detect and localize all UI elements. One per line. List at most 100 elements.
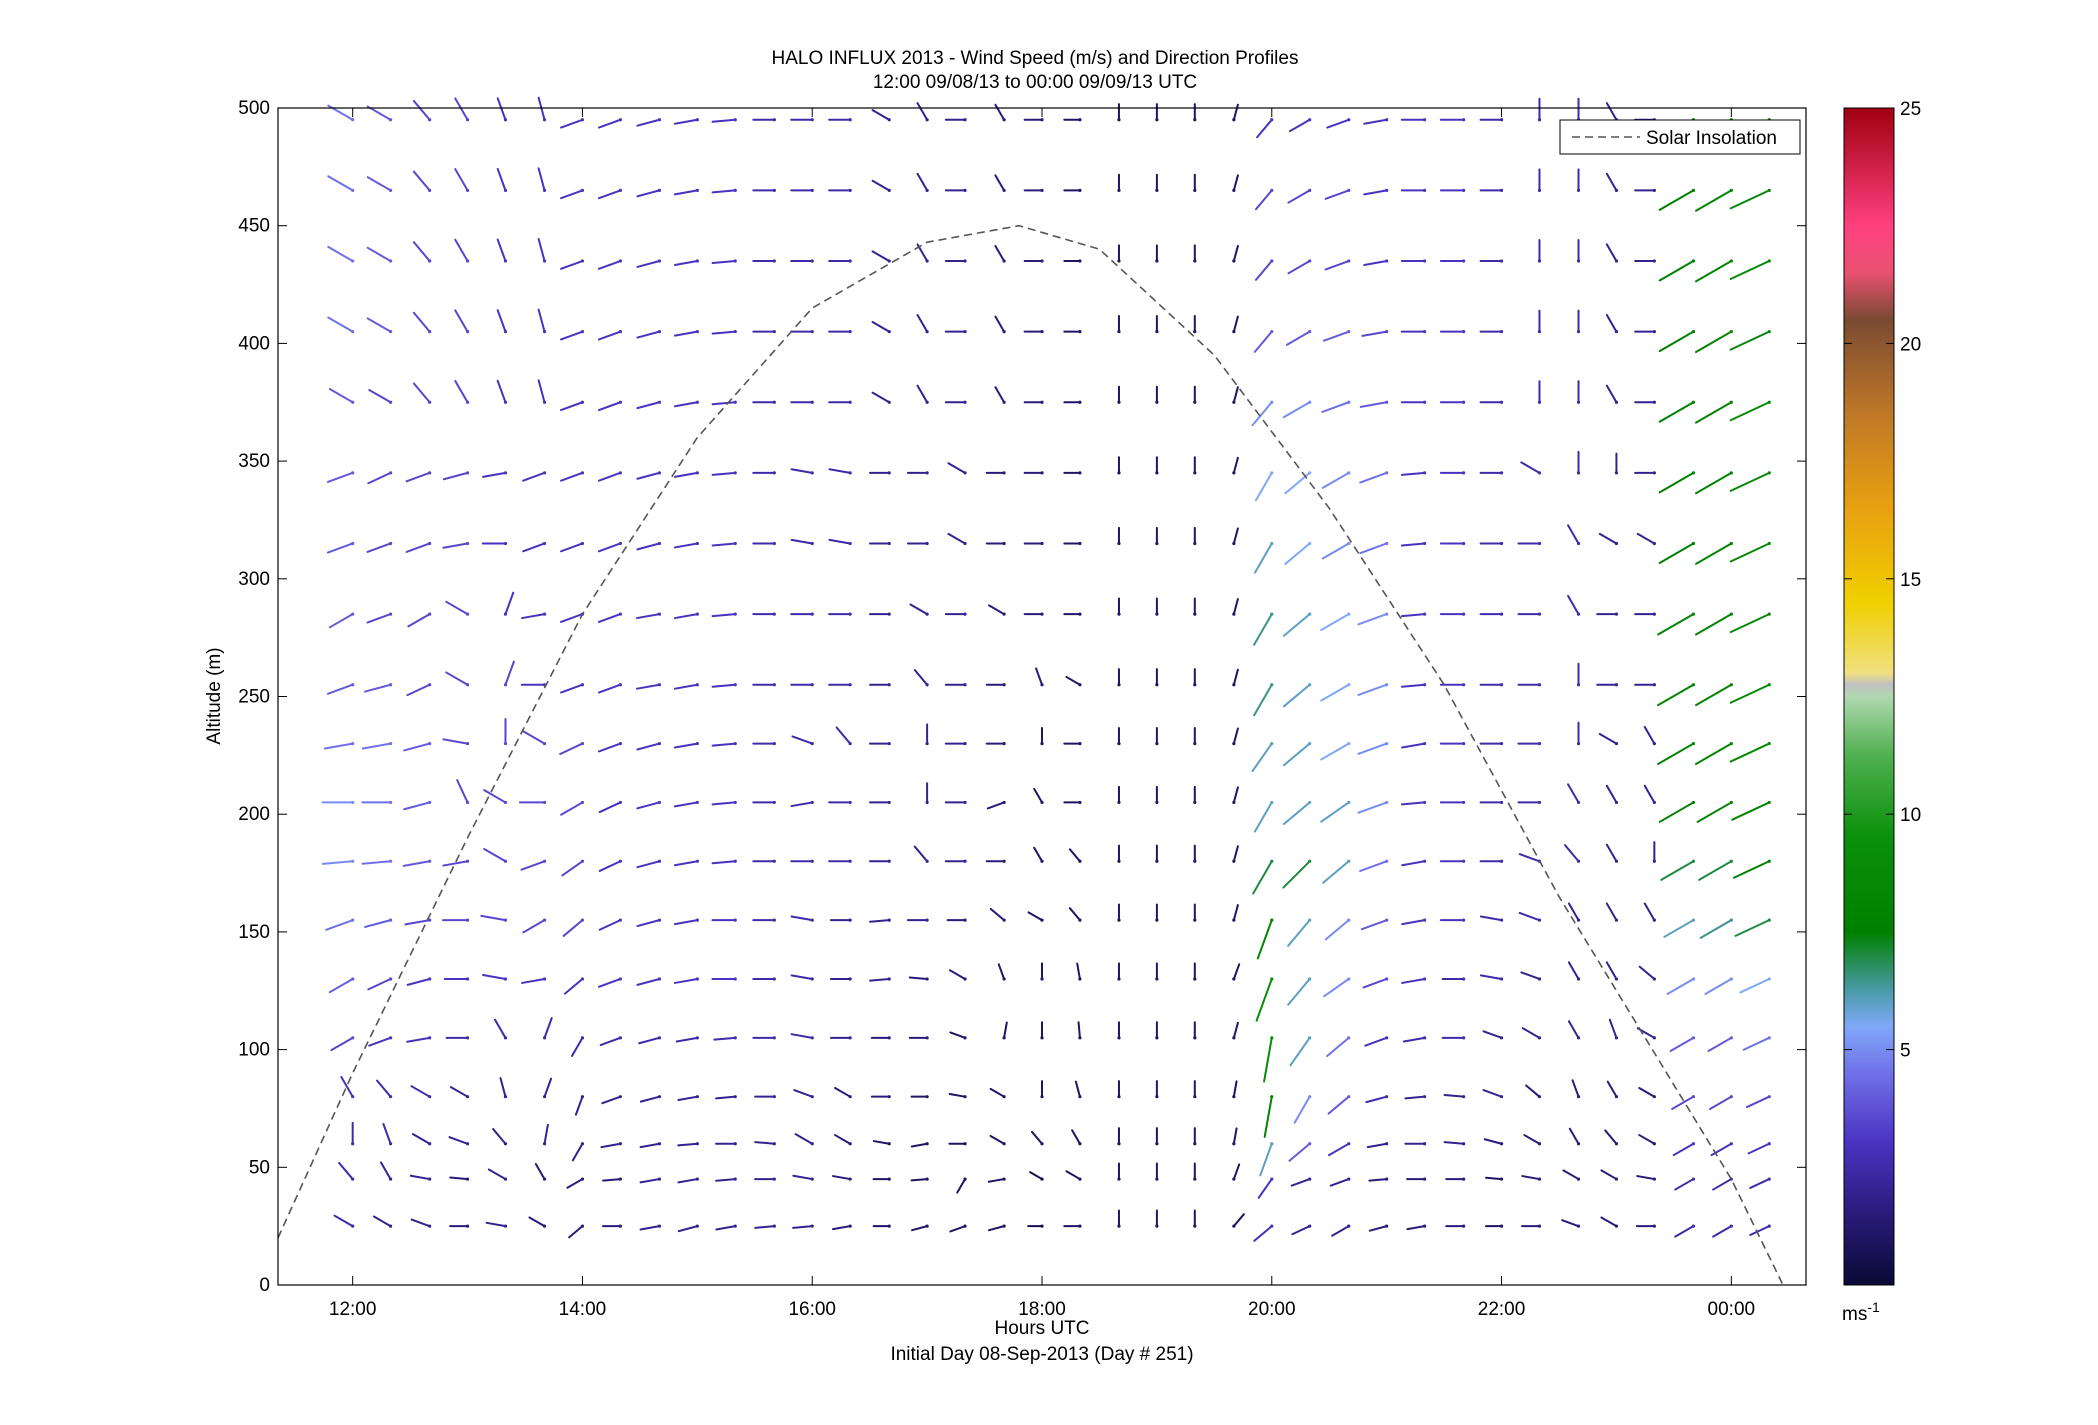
wind-barb-base [428, 1095, 432, 1099]
y-tick-label: 500 [238, 98, 270, 119]
wind-barb [635, 613, 661, 620]
wind-barb-base [1308, 1036, 1312, 1040]
wind-barb-base [1499, 1095, 1504, 1099]
wind-barb [367, 471, 392, 485]
wind-barb [601, 1095, 622, 1105]
wind-barb [560, 118, 584, 129]
wind-barb-base [733, 541, 737, 546]
wind-barb-base [1040, 1095, 1044, 1099]
wind-barb [1674, 1225, 1695, 1238]
wind-barb-base [1462, 1177, 1466, 1181]
wind-barb [1636, 532, 1656, 545]
wind-barb [1401, 742, 1426, 749]
wind-barb [1368, 1178, 1388, 1182]
legend: Solar Insolation [1559, 119, 1801, 155]
wind-barb-base [1232, 918, 1236, 922]
wind-barb [1232, 315, 1239, 333]
wind-barb-base [503, 1142, 508, 1146]
wind-barb-base [1232, 800, 1236, 805]
wind-barb [1232, 386, 1239, 404]
wind-barb [871, 179, 891, 192]
wind-barb-base [1117, 400, 1121, 404]
wind-barb-base [733, 400, 737, 404]
wind-barb-base [887, 118, 891, 122]
wind-barb [598, 860, 622, 872]
wind-barb-base [1652, 741, 1656, 746]
wind-barb [1520, 461, 1541, 474]
wind-barb-base [1270, 1177, 1274, 1181]
wind-barb-base [1462, 1142, 1466, 1146]
wind-barb-base [428, 541, 432, 546]
wind-barb-base [1193, 683, 1197, 687]
wind-barb-base [1078, 1036, 1082, 1040]
wind-barb [1694, 742, 1733, 765]
wind-barb-base [1270, 400, 1274, 404]
wind-barb-base [1155, 330, 1159, 334]
wind-barb-base [1117, 1095, 1121, 1099]
wind-barb-base [1347, 612, 1351, 616]
wind-barb [1561, 1219, 1580, 1228]
wind-barb [989, 1134, 1006, 1145]
wind-barb [1284, 471, 1311, 495]
wind-barb-base [848, 683, 852, 687]
wind-barb-base [542, 188, 547, 192]
wind-barb-base [1499, 400, 1504, 404]
wind-barb [711, 742, 737, 747]
wind-barb-base [1078, 1177, 1082, 1181]
wind-barb-base [733, 330, 737, 334]
wind-barb-base [1002, 330, 1006, 334]
wind-barb-base [1193, 188, 1197, 192]
wind-barb-base [963, 471, 967, 475]
wind-barb [1257, 1178, 1273, 1199]
wind-barb-base [1078, 918, 1082, 922]
wind-barb [1518, 853, 1541, 863]
wind-barb [338, 1161, 354, 1181]
wind-barb-base [887, 741, 891, 746]
wind-barb-base [1767, 541, 1771, 546]
wind-barb-base [1729, 471, 1733, 475]
wind-barb [715, 1095, 737, 1100]
wind-barb-base [1652, 471, 1656, 475]
wind-barb-base [1767, 1095, 1771, 1099]
wind-barb [1289, 1036, 1311, 1067]
wind-barb-base [963, 541, 967, 546]
wind-barb-base [1729, 683, 1733, 687]
wind-barb-base [1308, 1142, 1312, 1146]
wind-barb [1694, 613, 1733, 636]
wind-barb [989, 907, 1006, 922]
wind-barb [909, 603, 929, 616]
wind-barb [1674, 1178, 1695, 1191]
wind-barb [1564, 844, 1580, 863]
wind-barb [597, 542, 622, 553]
wind-barb-base [1422, 330, 1427, 334]
wind-barb-base [1232, 612, 1236, 616]
wind-barb [597, 471, 622, 482]
wind-barb-base [618, 859, 622, 863]
wind-barb [1033, 846, 1043, 863]
wind-barb [366, 246, 392, 263]
wind-barb [636, 919, 661, 928]
wind-barb-base [465, 800, 470, 805]
wind-barb-base [1767, 977, 1771, 981]
wind-barb-base [733, 1095, 737, 1099]
wind-barb-base [1691, 741, 1696, 746]
wind-barb-base [1729, 259, 1733, 263]
wind-barb-base [503, 1224, 508, 1228]
wind-barb [994, 174, 1006, 192]
wind-barb [1327, 1095, 1350, 1115]
wind-barb [908, 976, 929, 980]
wind-barb-base [1040, 118, 1044, 122]
wind-barb-base [1270, 1142, 1274, 1146]
wind-barb [1077, 1021, 1081, 1039]
wind-barb [1400, 801, 1426, 806]
wind-barb-base [1537, 612, 1542, 616]
wind-barb [1663, 919, 1695, 938]
wind-barb-base [542, 1224, 547, 1228]
wind-barb-base [963, 1224, 967, 1228]
x-axis-sublabel: Initial Day 08-Sep-2013 (Day # 251) [890, 1344, 1193, 1365]
wind-barb-base [657, 800, 662, 805]
wind-barb-base [1422, 259, 1427, 263]
wind-barb-base [1270, 118, 1274, 122]
wind-barb-base [695, 741, 699, 746]
wind-barb-base [695, 400, 699, 404]
